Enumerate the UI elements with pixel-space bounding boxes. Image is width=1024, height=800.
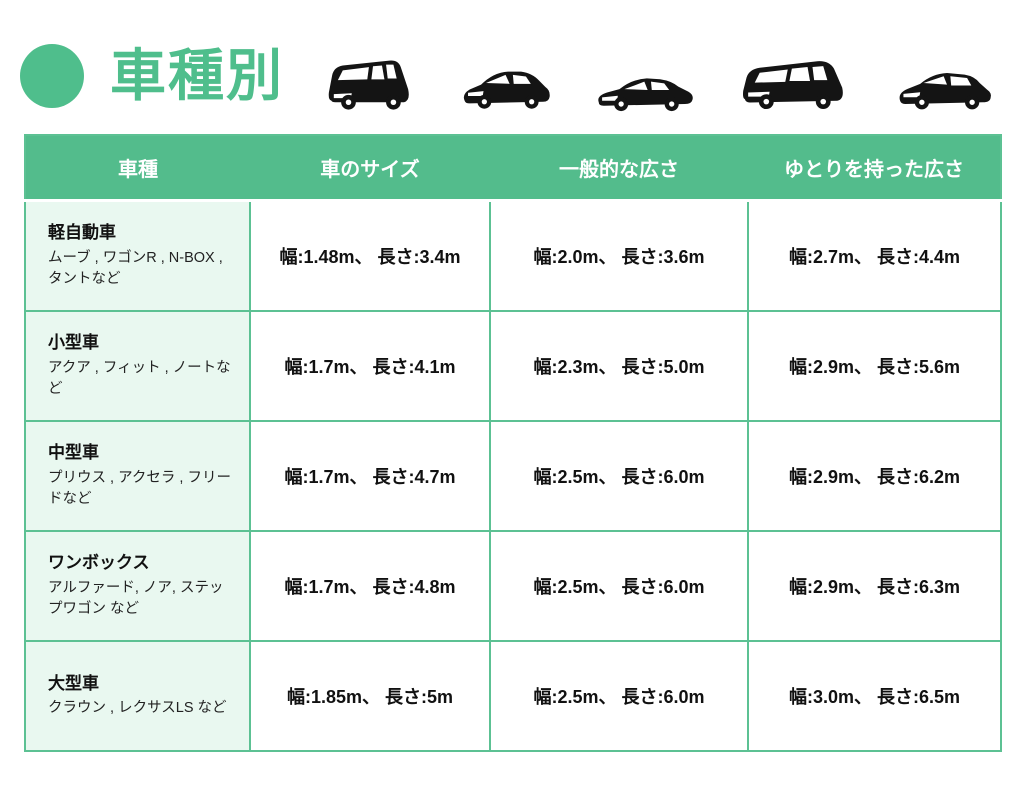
general-space-cell: 幅:2.5m、 長さ:6.0m	[489, 640, 749, 752]
spacious-space-cell: 幅:2.9m、 長さ:5.6m	[747, 310, 1002, 422]
spacious-space-cell: 幅:3.0m、 長さ:6.5m	[747, 640, 1002, 752]
table-row: 大型車 クラウン , レクサスLS など 幅:1.85m、 長さ:5m 幅:2.…	[24, 640, 1002, 752]
spacious-space-cell: 幅:2.7m、 長さ:4.4m	[747, 199, 1002, 312]
car-type-cell: 小型車 アクア , フィット , ノートなど	[24, 310, 251, 422]
car-size-cell: 幅:1.7m、 長さ:4.7m	[249, 420, 491, 532]
page-title: 車種別	[110, 44, 284, 107]
column-header-spacious: ゆとりを持った広さ	[748, 135, 1001, 202]
car-type-name: ワンボックス	[48, 553, 150, 573]
sedan-icon	[598, 78, 693, 112]
car-size-table: 車種 車のサイズ 一般的な広さ ゆとりを持った広さ 軽自動車 ムーブ , ワゴン…	[24, 134, 1002, 752]
table-header-row: 車種 車のサイズ 一般的な広さ ゆとりを持った広さ	[25, 135, 1001, 202]
column-header-general: 一般的な広さ	[490, 135, 748, 202]
suv-wagon-icon	[899, 72, 991, 110]
car-type-examples: プリウス , アクセラ , フリードなど	[48, 469, 231, 507]
car-type-cell: 大型車 クラウン , レクサスLS など	[24, 640, 251, 752]
general-space-cell: 幅:2.5m、 長さ:6.0m	[489, 530, 749, 642]
car-type-name: 大型車	[48, 673, 99, 693]
car-type-name: 小型車	[48, 333, 99, 353]
hatchback-icon	[463, 71, 550, 109]
car-icon-row	[324, 38, 1000, 114]
page-header: 車種別	[0, 0, 1024, 116]
car-type-examples: クラウン , レクサスLS など	[48, 700, 227, 717]
general-space-cell: 幅:2.0m、 長さ:3.6m	[489, 199, 749, 312]
car-type-name: 中型車	[48, 443, 99, 463]
table-row: ワンボックス アルファード, ノア, ステップワゴン など 幅:1.7m、 長さ…	[24, 530, 1002, 642]
spacious-space-cell: 幅:2.9m、 長さ:6.2m	[747, 420, 1002, 532]
column-header-car-type: 車種	[25, 135, 250, 202]
minivan-icon	[742, 61, 843, 110]
car-type-cell: 軽自動車 ムーブ , ワゴンR , N-BOX ,タントなど	[24, 199, 251, 312]
car-size-cell: 幅:1.85m、 長さ:5m	[249, 640, 491, 752]
spacious-space-cell: 幅:2.9m、 長さ:6.3m	[747, 530, 1002, 642]
car-type-examples: アクア , フィット , ノートなど	[48, 359, 231, 397]
car-size-cell: 幅:1.48m、 長さ:3.4m	[249, 199, 491, 312]
car-type-examples: アルファード, ノア, ステップワゴン など	[48, 579, 224, 617]
car-type-cell: 中型車 プリウス , アクセラ , フリードなど	[24, 420, 251, 532]
general-space-cell: 幅:2.5m、 長さ:6.0m	[489, 420, 749, 532]
green-dot-icon	[20, 44, 84, 108]
table-row: 小型車 アクア , フィット , ノートなど 幅:1.7m、 長さ:4.1m 幅…	[24, 310, 1002, 422]
car-type-examples: ムーブ , ワゴンR , N-BOX ,タントなど	[48, 249, 223, 287]
general-space-cell: 幅:2.3m、 長さ:5.0m	[489, 310, 749, 422]
column-header-car-size: 車のサイズ	[250, 135, 490, 202]
car-type-cell: ワンボックス アルファード, ノア, ステップワゴン など	[24, 530, 251, 642]
kei-box-car-icon	[328, 60, 409, 110]
table-row: 軽自動車 ムーブ , ワゴンR , N-BOX ,タントなど 幅:1.48m、 …	[24, 199, 1002, 312]
car-type-name: 軽自動車	[48, 223, 116, 243]
table-row: 中型車 プリウス , アクセラ , フリードなど 幅:1.7m、 長さ:4.7m…	[24, 420, 1002, 532]
car-size-cell: 幅:1.7m、 長さ:4.8m	[249, 530, 491, 642]
car-size-cell: 幅:1.7m、 長さ:4.1m	[249, 310, 491, 422]
